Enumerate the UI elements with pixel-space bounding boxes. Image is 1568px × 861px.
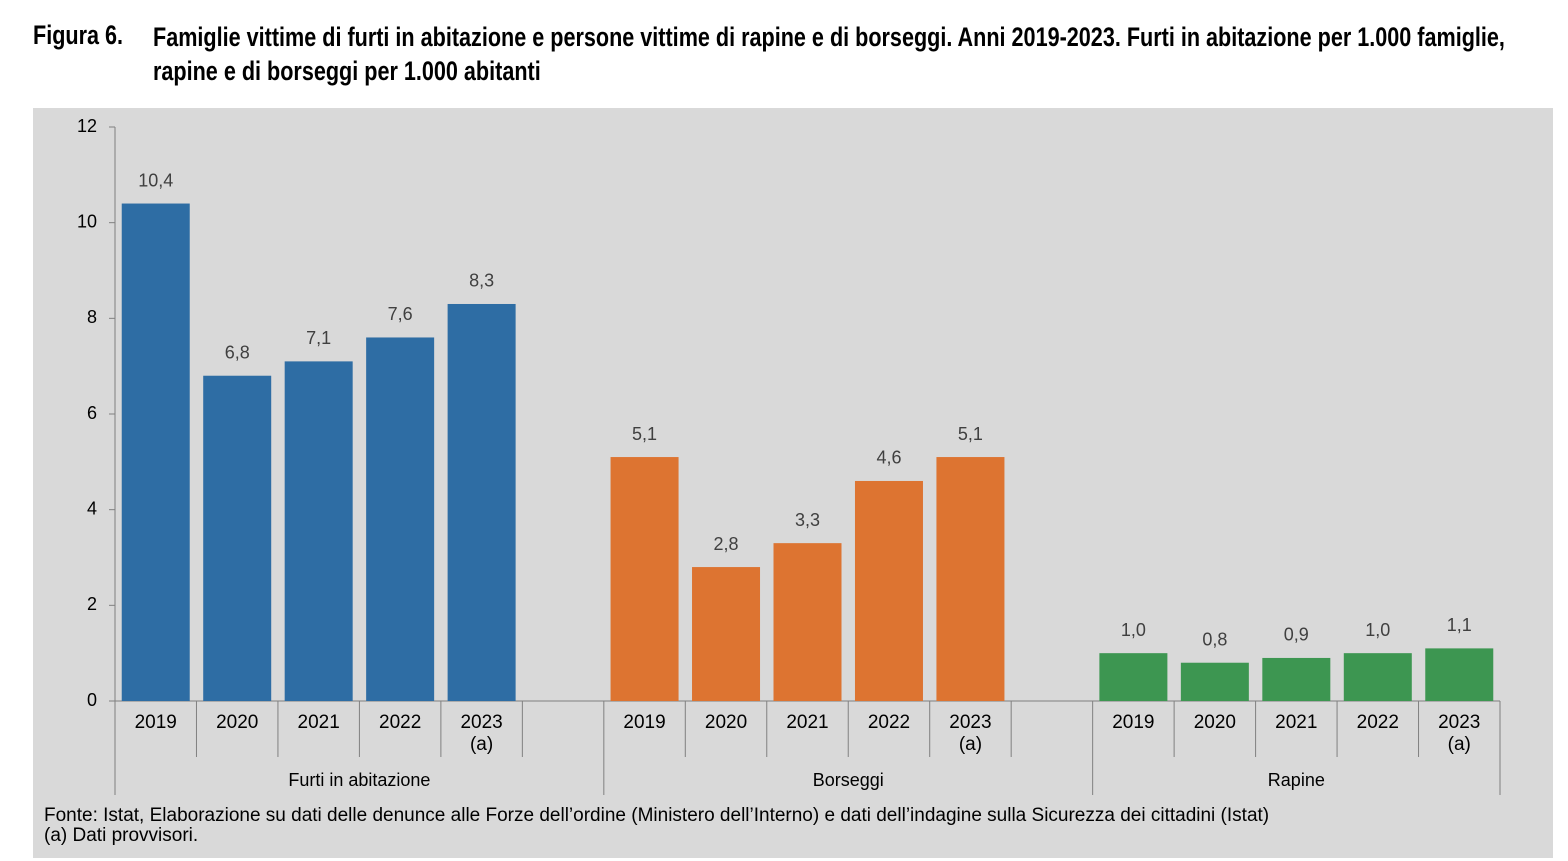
- bar: [366, 337, 435, 701]
- bar: [1425, 648, 1494, 701]
- bar: [1343, 653, 1412, 701]
- value-label: 0,9: [1284, 625, 1309, 645]
- chart-title: Famiglie vittime di furti in abitazione …: [153, 22, 1505, 86]
- source: Fonte: Istat, Elaborazione su dati delle…: [44, 805, 1270, 826]
- bar: [1180, 662, 1249, 701]
- value-label: 1,0: [1365, 620, 1390, 640]
- value-label: 1,0: [1121, 620, 1146, 640]
- bar: [121, 203, 190, 702]
- x-tick-label: 2019: [1112, 712, 1155, 733]
- x-tick-label: 2023 (a): [460, 712, 503, 755]
- x-tick-label: 2021: [297, 712, 340, 733]
- bar: [203, 375, 272, 701]
- x-tick-label: 2022: [867, 712, 911, 733]
- value-label: 5,1: [632, 424, 657, 444]
- bar: [1262, 657, 1331, 701]
- y-tick-label: 12: [77, 116, 97, 136]
- bar: [610, 457, 679, 701]
- value-label: 7,1: [306, 328, 331, 348]
- group-label: Borseggi: [813, 770, 884, 790]
- x-tick-label: 2021: [786, 712, 829, 733]
- value-label: 1,1: [1447, 615, 1472, 635]
- bar: [447, 303, 516, 701]
- figure-label: Figura 6.: [33, 20, 124, 50]
- value-label: 7,6: [388, 304, 413, 324]
- value-label: 2,8: [714, 534, 739, 554]
- note: (a) Dati provvisori.: [44, 825, 199, 846]
- bar: [692, 567, 761, 701]
- y-tick-label: 0: [87, 690, 97, 710]
- bar: [854, 480, 923, 701]
- bar: [936, 457, 1005, 701]
- x-tick-label: 2022: [379, 712, 422, 733]
- value-label: 4,6: [876, 448, 901, 468]
- x-tick-label: 2019: [623, 712, 666, 733]
- group-label: Furti in abitazione: [288, 770, 430, 790]
- bar: [1099, 653, 1168, 701]
- x-tick-label: 2019: [134, 712, 177, 733]
- y-tick-label: 10: [77, 211, 97, 231]
- value-label: 6,8: [225, 342, 250, 362]
- y-tick-label: 2: [87, 594, 97, 614]
- value-label: 5,1: [958, 424, 983, 444]
- bar: [773, 543, 842, 701]
- x-tick-label: 2023 (a): [949, 712, 992, 755]
- x-tick-label: 2021: [1275, 712, 1318, 733]
- x-tick-label: 2020: [704, 712, 748, 733]
- bar: [284, 361, 353, 701]
- y-tick-label: 4: [87, 498, 97, 518]
- value-label: 3,3: [795, 510, 820, 530]
- value-label: 8,3: [469, 271, 494, 291]
- x-tick-label: 2020: [216, 712, 259, 733]
- y-tick-label: 6: [87, 403, 97, 423]
- value-label: 10,4: [138, 170, 173, 190]
- x-tick-label: 2022: [1356, 712, 1399, 733]
- x-tick-label: 2020: [1193, 712, 1236, 733]
- value-label: 0,8: [1202, 629, 1227, 649]
- y-tick-label: 8: [87, 307, 97, 327]
- group-label: Rapine: [1268, 770, 1325, 790]
- x-tick-label: 2023 (a): [1438, 712, 1481, 755]
